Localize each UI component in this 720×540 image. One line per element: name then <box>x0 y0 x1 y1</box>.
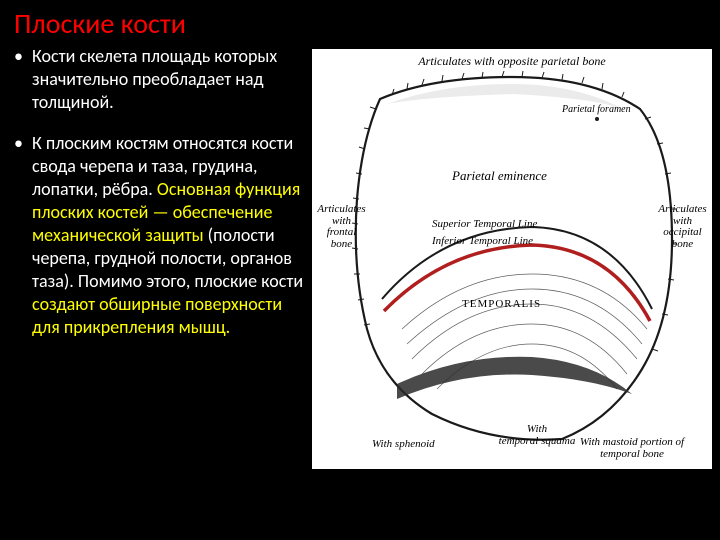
figure-label-left: Articulates with frontal bone <box>314 204 369 250</box>
figure-label-right: Articulates with occipital bone <box>655 204 710 250</box>
list-item: К плоским костям относятся кости свода ч… <box>14 132 305 339</box>
anatomy-figure: Articulates with opposite parietal bone … <box>312 49 712 469</box>
figure-label-top: Articulates with opposite parietal bone <box>312 55 712 68</box>
bullet-list: Кости скелета площадь которых значительн… <box>14 45 305 339</box>
figure-label-mastoid: With mastoid portion of temporal bone <box>562 437 702 460</box>
list-item: Кости скелета площадь которых значительн… <box>14 45 305 114</box>
figure-label-pem: Parietal eminence <box>452 169 547 183</box>
slide-title: Плоские кости <box>0 0 720 45</box>
bone-illustration <box>312 49 712 469</box>
parietal-foramen <box>595 117 599 121</box>
figure-label-sup: Superior Temporal Line <box>432 219 537 231</box>
content-area: Кости скелета площадь которых значительн… <box>0 45 720 357</box>
figure-label-temporalis: TEMPORALIS <box>462 299 541 311</box>
bullet-text: Кости скелета площадь которых значительн… <box>32 45 277 113</box>
text-column: Кости скелета площадь которых значительн… <box>0 45 305 357</box>
figure-label-pforamen: Parietal foramen <box>562 105 631 116</box>
figure-label-sphenoid: With sphenoid <box>372 439 435 451</box>
figure-label-inf: Inferior Temporal Line <box>432 236 533 248</box>
bullet-highlight: создают обширные поверхности для прикреп… <box>32 293 282 338</box>
